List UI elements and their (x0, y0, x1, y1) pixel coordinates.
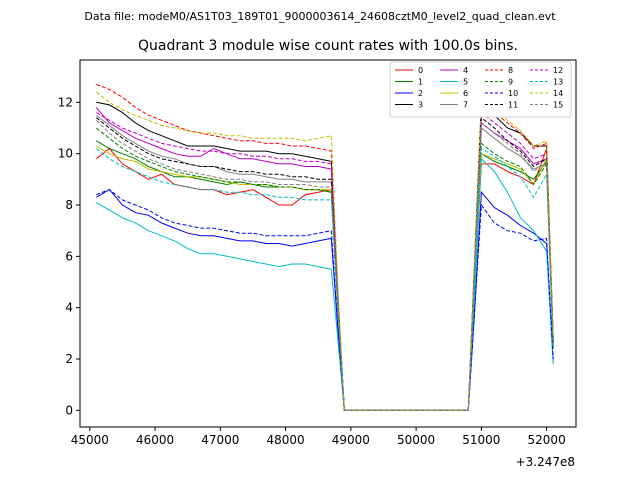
series-line-8 (96, 83, 554, 411)
series-line-6 (96, 145, 554, 411)
series-line-10 (96, 189, 554, 411)
series-line-3 (96, 101, 554, 411)
series-line-1 (96, 140, 554, 411)
suptitle: Data file: modeM0/AS1T03_189T01_90000036… (84, 10, 556, 23)
x-tick-label: 51000 (462, 433, 500, 447)
y-tick-label: 8 (65, 198, 73, 212)
x-tick-label: 50000 (397, 433, 435, 447)
series-line-13 (95, 147, 554, 411)
y-tick-label: 12 (58, 95, 73, 109)
legend-label-6: 6 (463, 89, 468, 98)
axes-layer: 45000 46000 47000 48000 49000 50000 51000 52000… (58, 59, 577, 447)
x-tick-label: 45000 (71, 433, 109, 447)
x-tick-label: 46000 (136, 433, 174, 447)
series-line-2 (96, 188, 554, 411)
y-tick-label: 0 (65, 403, 73, 417)
legend-label-12: 12 (553, 66, 563, 75)
legend-label-1: 1 (418, 78, 423, 87)
legend-label-8: 8 (508, 66, 513, 75)
x-tick-label: 52000 (528, 433, 566, 447)
x-tick-label: 47000 (201, 433, 239, 447)
legend-label-14: 14 (553, 89, 563, 98)
series-layer (95, 83, 554, 411)
plot-frame (79, 59, 577, 428)
legend-label-5: 5 (463, 78, 468, 87)
x-tick-label: 49000 (332, 433, 370, 447)
series-line-0 (95, 147, 554, 411)
legend-label-9: 9 (508, 78, 513, 87)
y-tick-label: 6 (65, 249, 73, 263)
series-line-5 (96, 157, 554, 411)
x-tick-label: 48000 (266, 433, 304, 447)
series-line-14 (95, 91, 554, 411)
y-tick-label: 10 (58, 147, 73, 161)
legend-label-15: 15 (553, 101, 563, 110)
x-offset-label: +3.247e8 (516, 455, 575, 469)
legend-label-11: 11 (508, 101, 518, 110)
legend-label-4: 4 (463, 66, 468, 75)
legend-label-3: 3 (418, 101, 423, 110)
legend-label-7: 7 (463, 101, 468, 110)
legend-label-0: 0 (418, 66, 423, 75)
legend-label-13: 13 (553, 78, 563, 87)
chart-title: Quadrant 3 module wise count rates with … (138, 38, 518, 54)
series-line-15 (95, 119, 554, 411)
y-tick-label: 4 (65, 301, 73, 315)
y-tick-label: 2 (65, 352, 73, 366)
series-line-9 (95, 127, 554, 411)
legend-box (389, 61, 572, 118)
series-line-4 (95, 107, 554, 411)
legend-label-2: 2 (418, 89, 423, 98)
legend-label-10: 10 (508, 89, 518, 98)
